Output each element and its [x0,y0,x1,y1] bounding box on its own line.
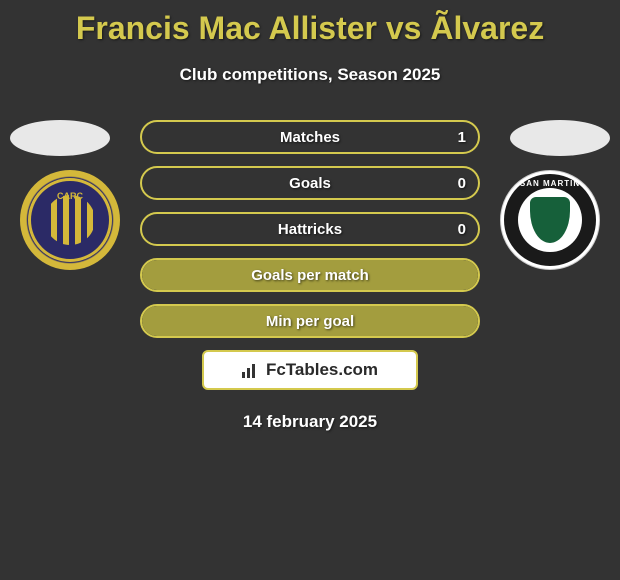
stat-row: Goals0 [140,166,480,200]
comparison-date: 14 february 2025 [0,412,620,432]
stat-row: Matches1 [140,120,480,154]
comparison-title: Francis Mac Allister vs Ãlvarez [0,0,620,47]
comparison-subtitle: Club competitions, Season 2025 [0,65,620,85]
club-badge-left-stripes [45,195,95,245]
stat-value-right: 1 [458,129,466,146]
brand-box[interactable]: FcTables.com [202,350,418,390]
stat-label: Goals [142,175,478,192]
stat-label: Goals per match [142,267,478,284]
club-badge-right-shield [530,197,570,243]
club-badge-left-ring: CARC [28,178,112,262]
club-badge-left: CARC [20,170,120,270]
brand-text: FcTables.com [266,360,378,380]
player-left-avatar-placeholder [10,120,110,156]
stat-rows: Matches1Goals0Hattricks0Goals per matchM… [140,120,480,338]
stat-label: Matches [142,129,478,146]
stat-value-right: 0 [458,175,466,192]
player-right-avatar-placeholder [510,120,610,156]
club-badge-right: SAN MARTIN [500,170,600,270]
stat-row: Min per goal [140,304,480,338]
stat-value-right: 0 [458,221,466,238]
brand-chart-icon [242,362,260,378]
content-area: CARC SAN MARTIN Matches1Goals0Hattricks0… [0,120,620,432]
stat-row: Goals per match [140,258,480,292]
stat-label: Min per goal [142,313,478,330]
stat-label: Hattricks [142,221,478,238]
club-badge-right-ring: SAN MARTIN [504,174,596,266]
stat-row: Hattricks0 [140,212,480,246]
club-badge-left-abbr: CARC [57,191,83,201]
club-badge-right-label: SAN MARTIN [504,179,596,188]
club-badge-right-inner [518,188,582,252]
